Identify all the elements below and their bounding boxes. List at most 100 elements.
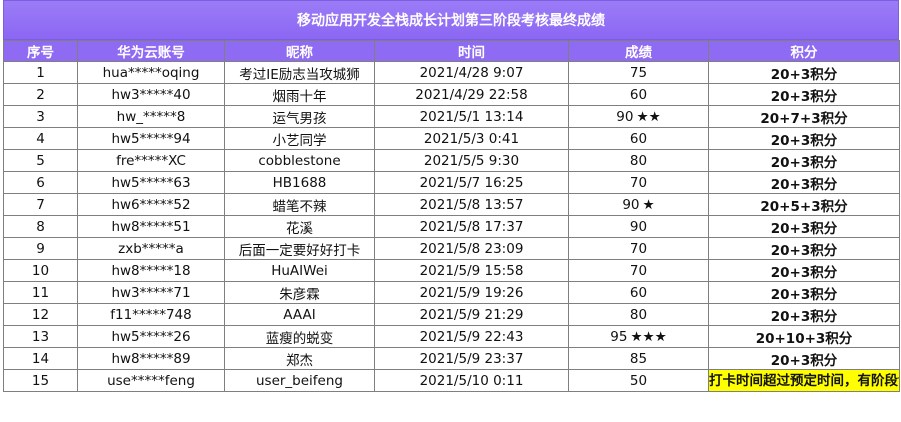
cell-time[interactable]: 2021/5/10 0:11 xyxy=(374,369,569,392)
cell-time[interactable]: 2021/5/8 23:09 xyxy=(374,237,569,260)
cell-score[interactable]: 85 xyxy=(568,347,709,370)
cell-points[interactable]: 20+3积分 xyxy=(708,127,900,150)
cell-account[interactable]: hw8*****18 xyxy=(77,259,225,282)
cell-nickname[interactable]: cobblestone xyxy=(224,149,375,172)
cell-account[interactable]: hw5*****94 xyxy=(77,127,225,150)
cell-points[interactable]: 20+5+3积分 xyxy=(708,193,900,216)
cell-time[interactable]: 2021/5/5 9:30 xyxy=(374,149,569,172)
cell-points[interactable]: 20+3积分 xyxy=(708,171,900,194)
cell-account[interactable]: hw5*****63 xyxy=(77,171,225,194)
cell-score[interactable]: 90 ★ xyxy=(568,193,709,216)
column-header-account[interactable]: 华为云账号 xyxy=(77,40,225,62)
cell-nickname[interactable]: user_beifeng xyxy=(224,369,375,392)
cell-account[interactable]: hw3*****71 xyxy=(77,281,225,304)
cell-no[interactable]: 9 xyxy=(3,237,78,260)
cell-account[interactable]: hw_*****8 xyxy=(77,105,225,128)
cell-nickname[interactable]: HB1688 xyxy=(224,171,375,194)
cell-nickname[interactable]: 蜡笔不辣 xyxy=(224,193,375,216)
cell-score[interactable]: 60 xyxy=(568,281,709,304)
cell-account[interactable]: hua*****oqing xyxy=(77,61,225,84)
cell-no[interactable]: 14 xyxy=(3,347,78,370)
cell-account[interactable]: hw5*****26 xyxy=(77,325,225,348)
cell-time[interactable]: 2021/5/8 13:57 xyxy=(374,193,569,216)
cell-score[interactable]: 60 xyxy=(568,83,709,106)
cell-no[interactable]: 10 xyxy=(3,259,78,282)
column-header-score[interactable]: 成绩 xyxy=(568,40,709,62)
cell-time[interactable]: 2021/5/9 19:26 xyxy=(374,281,569,304)
cell-time[interactable]: 2021/5/7 16:25 xyxy=(374,171,569,194)
cell-score[interactable]: 80 xyxy=(568,303,709,326)
cell-no[interactable]: 7 xyxy=(3,193,78,216)
cell-nickname[interactable]: 花溪 xyxy=(224,215,375,238)
cell-account[interactable]: hw8*****51 xyxy=(77,215,225,238)
cell-score[interactable]: 75 xyxy=(568,61,709,84)
cell-no[interactable]: 13 xyxy=(3,325,78,348)
cell-points[interactable]: 20+3积分 xyxy=(708,347,900,370)
cell-time[interactable]: 2021/5/1 13:14 xyxy=(374,105,569,128)
cell-points[interactable]: 20+10+3积分 xyxy=(708,325,900,348)
cell-no[interactable]: 6 xyxy=(3,171,78,194)
cell-account[interactable]: zxb*****a xyxy=(77,237,225,260)
cell-nickname[interactable]: 考过IE励志当攻城狮 xyxy=(224,61,375,84)
cell-no[interactable]: 15 xyxy=(3,369,78,392)
cell-nickname[interactable]: 郑杰 xyxy=(224,347,375,370)
column-header-nickname[interactable]: 昵称 xyxy=(224,40,375,62)
cell-nickname[interactable]: 运气男孩 xyxy=(224,105,375,128)
column-header-no[interactable]: 序号 xyxy=(3,40,78,62)
cell-score[interactable]: 95 ★★★ xyxy=(568,325,709,348)
cell-score[interactable]: 70 xyxy=(568,259,709,282)
cell-no[interactable]: 3 xyxy=(3,105,78,128)
cell-no[interactable]: 2 xyxy=(3,83,78,106)
cell-score[interactable]: 70 xyxy=(568,171,709,194)
cell-score[interactable]: 70 xyxy=(568,237,709,260)
cell-time[interactable]: 2021/5/3 0:41 xyxy=(374,127,569,150)
score-value: 60 xyxy=(629,130,648,147)
cell-account[interactable]: hw8*****89 xyxy=(77,347,225,370)
cell-no[interactable]: 12 xyxy=(3,303,78,326)
cell-nickname[interactable]: 烟雨十年 xyxy=(224,83,375,106)
cell-score[interactable]: 90 ★★ xyxy=(568,105,709,128)
cell-points[interactable]: 20+3积分 xyxy=(708,237,900,260)
cell-score[interactable]: 50 xyxy=(568,369,709,392)
cell-time[interactable]: 2021/5/9 23:37 xyxy=(374,347,569,370)
cell-time[interactable]: 2021/5/9 22:43 xyxy=(374,325,569,348)
cell-time[interactable]: 2021/4/29 22:58 xyxy=(374,83,569,106)
cell-points[interactable]: 20+7+3积分 xyxy=(708,105,900,128)
cell-nickname[interactable]: HuAIWei xyxy=(224,259,375,282)
cell-no[interactable]: 11 xyxy=(3,281,78,304)
cell-time[interactable]: 2021/5/9 21:29 xyxy=(374,303,569,326)
cell-no[interactable]: 4 xyxy=(3,127,78,150)
cell-nickname[interactable]: 后面一定要好好打卡 xyxy=(224,237,375,260)
cell-no[interactable]: 5 xyxy=(3,149,78,172)
cell-account[interactable]: hw6*****52 xyxy=(77,193,225,216)
cell-account[interactable]: f11*****748 xyxy=(77,303,225,326)
cell-points[interactable]: 20+3积分 xyxy=(708,83,900,106)
score-value: 90 xyxy=(629,218,648,235)
cell-points-note[interactable]: 打卡时间超过预定时间，有阶段证书，无积分 xyxy=(708,369,900,392)
cell-account[interactable]: fre*****XC xyxy=(77,149,225,172)
cell-score[interactable]: 90 xyxy=(568,215,709,238)
cell-score[interactable]: 80 xyxy=(568,149,709,172)
cell-no[interactable]: 8 xyxy=(3,215,78,238)
table-row: 13 hw5*****26 蓝瘦的蜕变 2021/5/9 22:43 95 ★★★ 20+1… xyxy=(3,325,900,348)
cell-time[interactable]: 2021/5/9 15:58 xyxy=(374,259,569,282)
cell-time[interactable]: 2021/5/8 17:37 xyxy=(374,215,569,238)
cell-score[interactable]: 60 xyxy=(568,127,709,150)
table-row: 8 hw8*****51 花溪 2021/5/8 17:37 90 20+3积分 xyxy=(3,215,900,238)
cell-points[interactable]: 20+3积分 xyxy=(708,215,900,238)
cell-no[interactable]: 1 xyxy=(3,61,78,84)
cell-account[interactable]: use*****feng xyxy=(77,369,225,392)
cell-points[interactable]: 20+3积分 xyxy=(708,281,900,304)
cell-points[interactable]: 20+3积分 xyxy=(708,303,900,326)
cell-nickname[interactable]: AAAI xyxy=(224,303,375,326)
cell-account[interactable]: hw3*****40 xyxy=(77,83,225,106)
cell-nickname[interactable]: 小艺同学 xyxy=(224,127,375,150)
column-header-points[interactable]: 积分 xyxy=(708,40,900,62)
column-header-time[interactable]: 时间 xyxy=(374,40,569,62)
cell-time[interactable]: 2021/4/28 9:07 xyxy=(374,61,569,84)
cell-points[interactable]: 20+3积分 xyxy=(708,149,900,172)
cell-nickname[interactable]: 朱彦霖 xyxy=(224,281,375,304)
cell-nickname[interactable]: 蓝瘦的蜕变 xyxy=(224,325,375,348)
cell-points[interactable]: 20+3积分 xyxy=(708,259,900,282)
cell-points[interactable]: 20+3积分 xyxy=(708,61,900,84)
